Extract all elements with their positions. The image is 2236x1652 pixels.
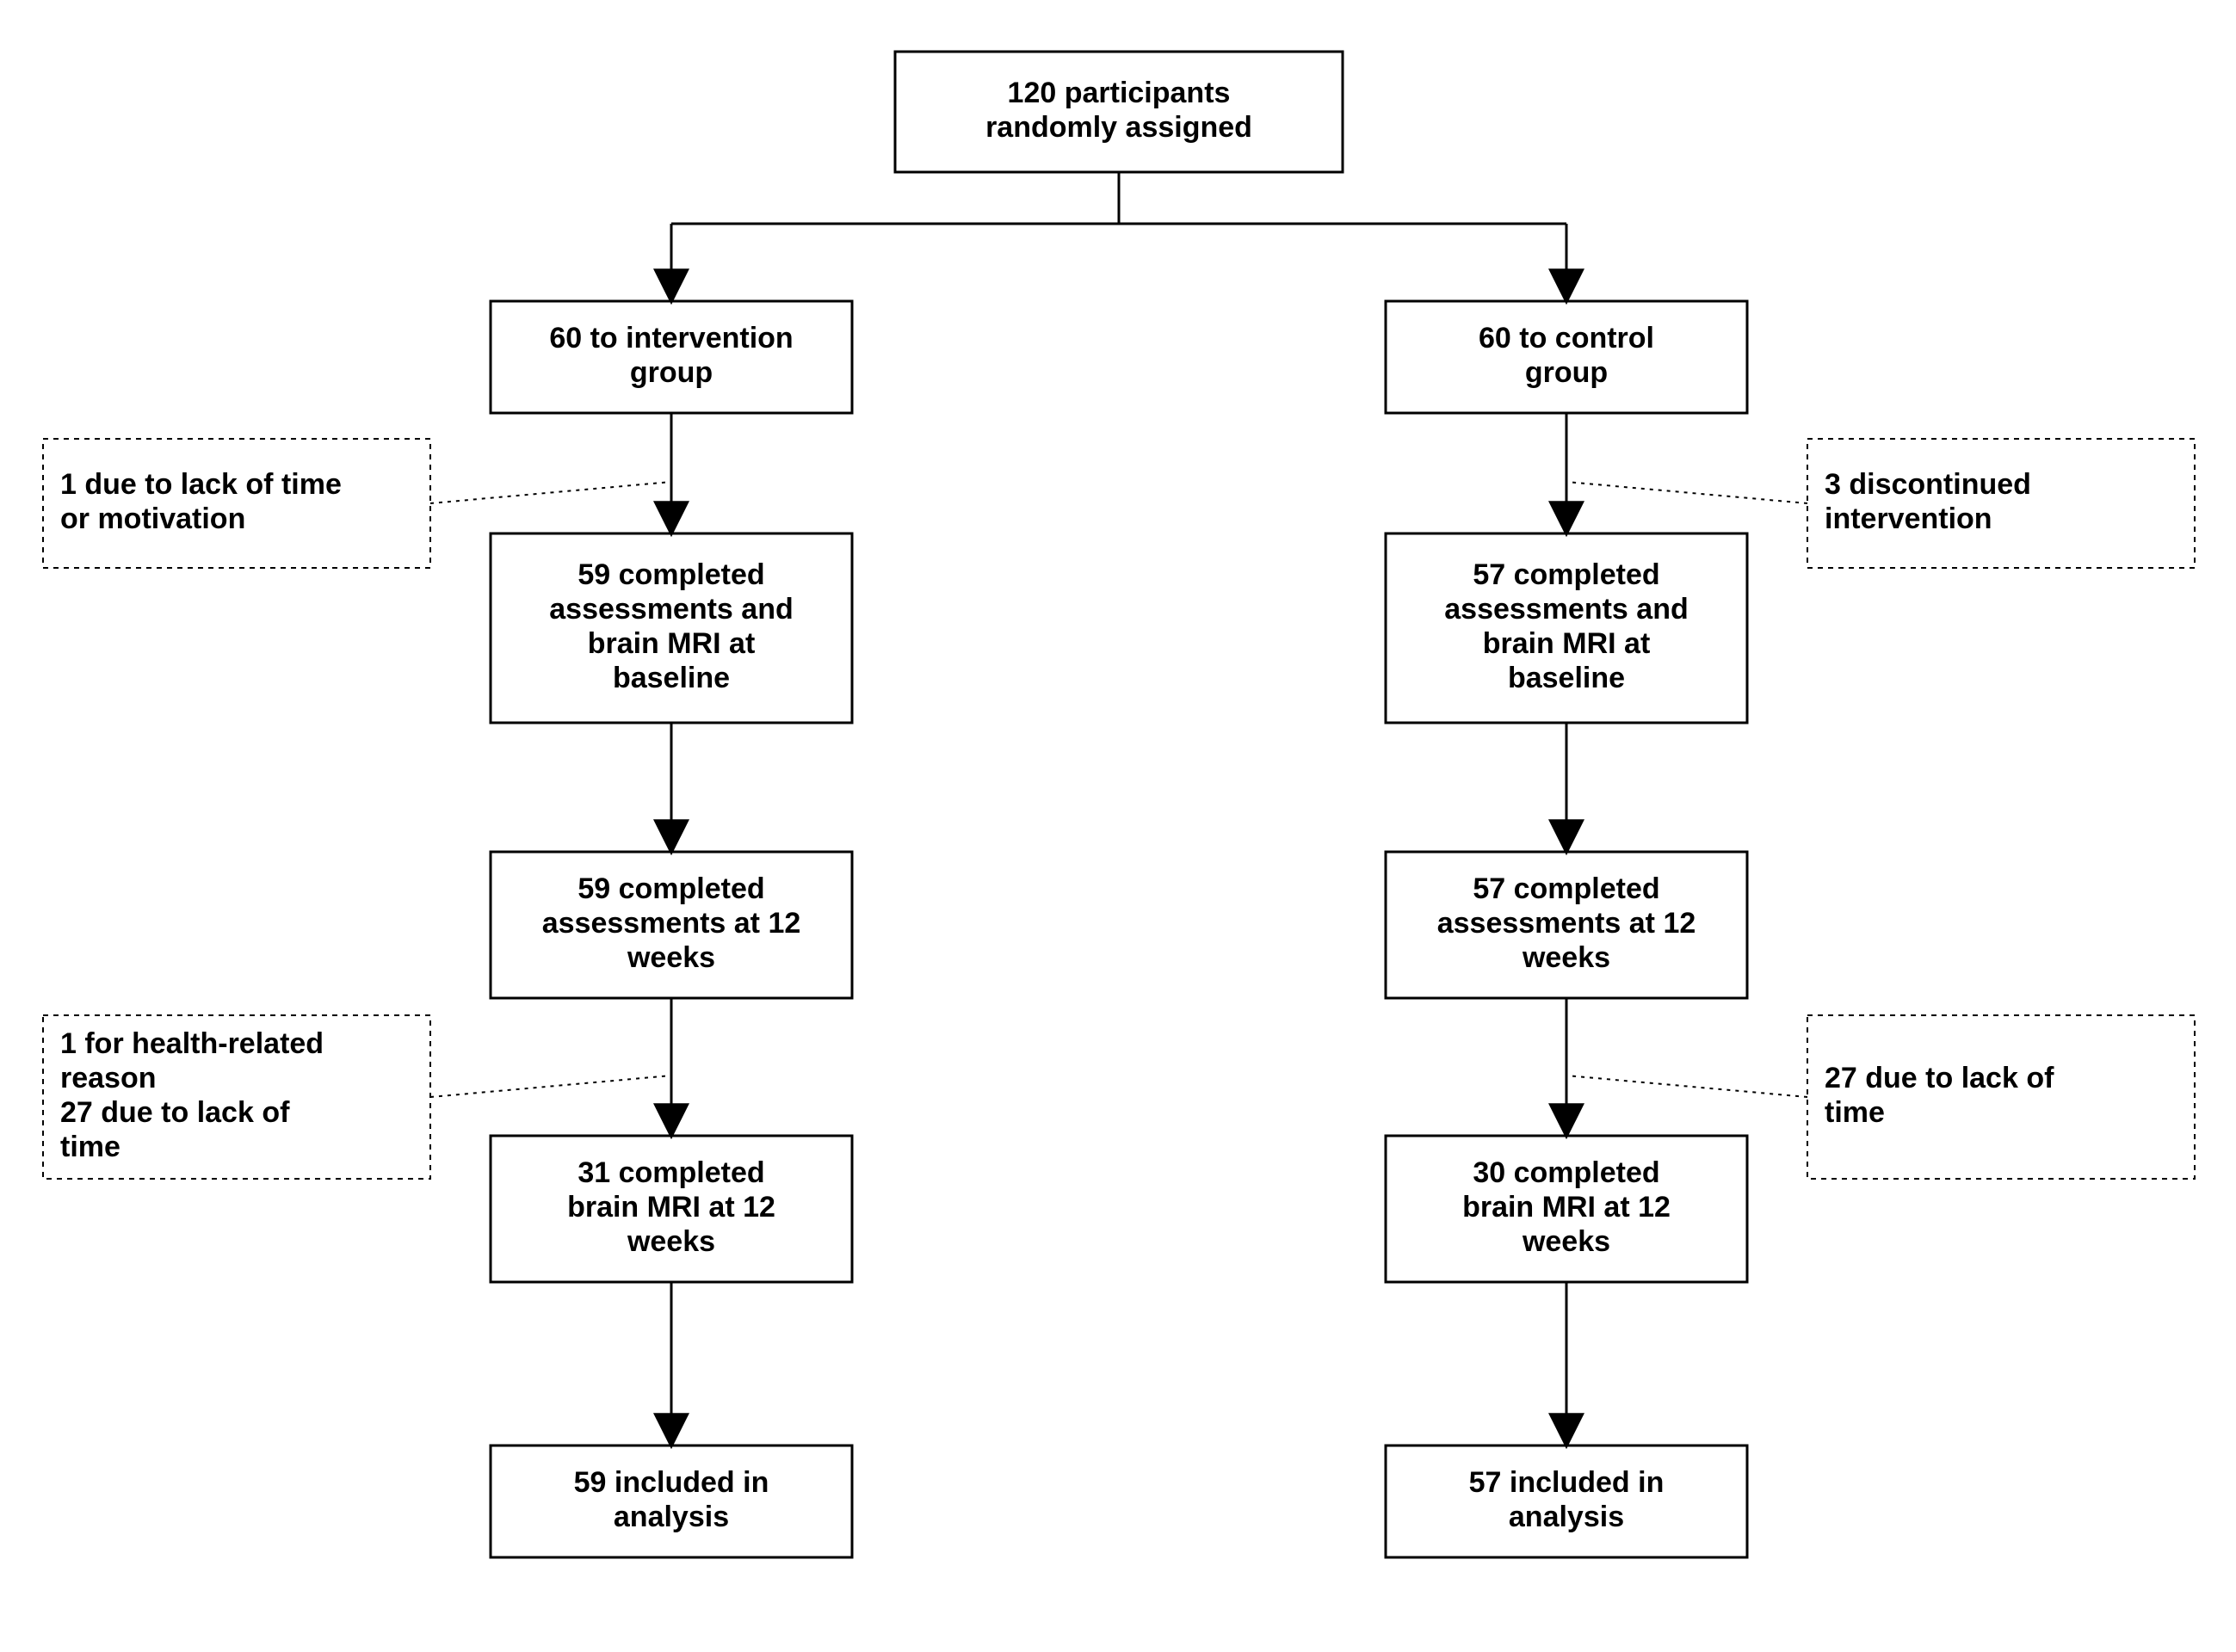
svg-text:baseline: baseline xyxy=(1508,662,1625,694)
side-note-sr1: 3 discontinuedintervention xyxy=(1807,439,2195,568)
flow-node-l4: 31 completedbrain MRI at 12weeks xyxy=(491,1136,852,1282)
svg-text:27 due to lack of: 27 due to lack of xyxy=(60,1096,290,1129)
consort-flowchart: 120 participantsrandomly assigned 60 to i… xyxy=(0,0,2236,1652)
svg-text:30 completed: 30 completed xyxy=(1473,1156,1659,1189)
svg-text:weeks: weeks xyxy=(1522,1225,1610,1258)
svg-text:analysis: analysis xyxy=(614,1501,729,1533)
svg-text:59 included in: 59 included in xyxy=(574,1466,769,1499)
svg-text:reason: reason xyxy=(60,1062,157,1094)
svg-text:assessments and: assessments and xyxy=(549,593,794,626)
flow-node-r5: 57 included inanalysis xyxy=(1386,1446,1747,1557)
flow-node-l5: 59 included inanalysis xyxy=(491,1446,852,1557)
svg-text:weeks: weeks xyxy=(627,1225,715,1258)
flow-node-l1: 60 to interventiongroup xyxy=(491,301,852,413)
flow-node-r3: 57 completedassessments at 12weeks xyxy=(1386,852,1747,998)
flow-node-r2: 57 completedassessments andbrain MRI atb… xyxy=(1386,533,1747,723)
flow-node-r1: 60 to controlgroup xyxy=(1386,301,1747,413)
svg-text:brain MRI at: brain MRI at xyxy=(1483,627,1651,660)
svg-text:group: group xyxy=(1525,356,1608,389)
flow-node-r4: 30 completedbrain MRI at 12weeks xyxy=(1386,1136,1747,1282)
svg-text:brain MRI at: brain MRI at xyxy=(588,627,756,660)
svg-text:59 completed: 59 completed xyxy=(578,872,764,905)
svg-text:brain MRI at 12: brain MRI at 12 xyxy=(567,1191,775,1224)
svg-text:or motivation: or motivation xyxy=(60,502,245,535)
svg-text:57 included in: 57 included in xyxy=(1469,1466,1665,1499)
svg-text:57 completed: 57 completed xyxy=(1473,872,1659,905)
svg-text:60 to intervention: 60 to intervention xyxy=(549,322,793,354)
svg-text:assessments at 12: assessments at 12 xyxy=(1437,907,1696,940)
svg-text:60 to control: 60 to control xyxy=(1479,322,1654,354)
connector-sl1 xyxy=(430,482,671,503)
svg-text:3 discontinued: 3 discontinued xyxy=(1825,468,2031,501)
side-note-sr2: 27 due to lack oftime xyxy=(1807,1015,2195,1179)
svg-text:1 for health-related: 1 for health-related xyxy=(60,1027,324,1060)
svg-text:baseline: baseline xyxy=(613,662,730,694)
svg-text:1 due to lack of time: 1 due to lack of time xyxy=(60,468,342,501)
flow-node-l3: 59 completedassessments at 12weeks xyxy=(491,852,852,998)
svg-text:57 completed: 57 completed xyxy=(1473,558,1659,591)
connector-sr1 xyxy=(1566,482,1807,503)
side-note-sl1: 1 due to lack of timeor motivation xyxy=(43,439,430,568)
svg-text:analysis: analysis xyxy=(1509,1501,1624,1533)
svg-text:group: group xyxy=(630,356,713,389)
svg-text:weeks: weeks xyxy=(627,941,715,974)
svg-text:weeks: weeks xyxy=(1522,941,1610,974)
connector-sl2 xyxy=(430,1076,671,1097)
svg-text:time: time xyxy=(60,1131,120,1163)
svg-text:120 participants: 120 participants xyxy=(1008,77,1231,109)
svg-text:intervention: intervention xyxy=(1825,502,1992,535)
side-note-sl2: 1 for health-relatedreason27 due to lack… xyxy=(43,1015,430,1179)
svg-text:assessments and: assessments and xyxy=(1444,593,1689,626)
svg-text:assessments at 12: assessments at 12 xyxy=(542,907,801,940)
svg-text:27 due to lack of: 27 due to lack of xyxy=(1825,1062,2054,1094)
svg-text:31 completed: 31 completed xyxy=(578,1156,764,1189)
flow-node-l2: 59 completedassessments andbrain MRI atb… xyxy=(491,533,852,723)
svg-text:randomly assigned: randomly assigned xyxy=(985,111,1252,144)
svg-text:brain MRI at 12: brain MRI at 12 xyxy=(1462,1191,1671,1224)
svg-text:59 completed: 59 completed xyxy=(578,558,764,591)
flow-node-root: 120 participantsrandomly assigned xyxy=(895,52,1343,172)
svg-text:time: time xyxy=(1825,1096,1885,1129)
connector-sr2 xyxy=(1566,1076,1807,1097)
